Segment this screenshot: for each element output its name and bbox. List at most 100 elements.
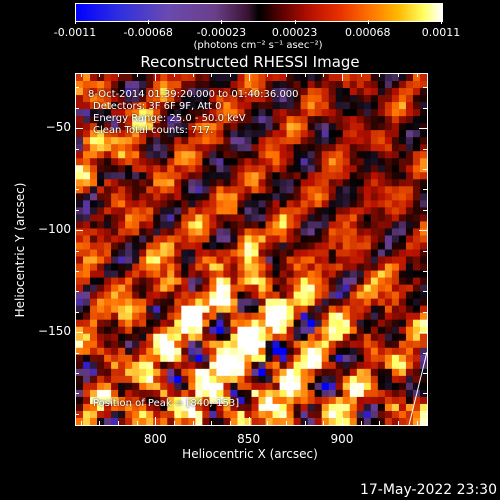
heatmap-cell <box>125 74 132 81</box>
heatmap-cell <box>202 250 209 257</box>
heatmap-cell <box>167 193 174 200</box>
heatmap-cell <box>399 341 406 348</box>
heatmap-cell <box>308 95 315 102</box>
heatmap-cell <box>350 193 357 200</box>
heatmap-cell <box>399 81 406 88</box>
heatmap-cell <box>259 418 266 425</box>
heatmap-cell <box>160 362 167 369</box>
heatmap-cell <box>308 411 315 418</box>
heatmap-cell <box>357 207 364 214</box>
heatmap-cell <box>252 81 259 88</box>
heatmap-cell <box>364 327 371 334</box>
heatmap-cell <box>364 376 371 383</box>
heatmap-cell <box>378 228 385 235</box>
heatmap-cell <box>174 158 181 165</box>
heatmap-cell <box>357 348 364 355</box>
heatmap-cell <box>125 193 132 200</box>
heatmap-cell <box>97 228 104 235</box>
heatmap-cell <box>160 334 167 341</box>
heatmap-cell <box>146 242 153 249</box>
heatmap-cell <box>322 179 329 186</box>
heatmap-cell <box>357 299 364 306</box>
heatmap-cell <box>336 355 343 362</box>
heatmap-cell <box>97 257 104 264</box>
heatmap-cell <box>273 116 280 123</box>
heatmap-cell <box>97 369 104 376</box>
heatmap-cell <box>230 313 237 320</box>
heatmap-cell <box>322 116 329 123</box>
heatmap-cell <box>223 334 230 341</box>
heatmap-cell <box>146 271 153 278</box>
heatmap-cell <box>385 292 392 299</box>
heatmap-cell <box>308 320 315 327</box>
heatmap-cell <box>104 278 111 285</box>
heatmap-cell <box>336 116 343 123</box>
heatmap-cell <box>301 123 308 130</box>
time-range-annotation: 8-Oct-2014 01:39:20.000 to 01:40:36.000 <box>88 89 299 100</box>
heatmap-cell <box>350 214 357 221</box>
heatmap-cell <box>399 264 406 271</box>
heatmap-cell <box>153 362 160 369</box>
heatmap-cell <box>83 418 90 425</box>
heatmap-cell <box>76 88 83 95</box>
heatmap-cell <box>153 228 160 235</box>
heatmap-cell <box>97 278 104 285</box>
heatmap-cell <box>230 151 237 158</box>
heatmap-cell <box>188 376 195 383</box>
heatmap-cell <box>406 214 413 221</box>
heatmap-cell <box>336 369 343 376</box>
heatmap-cell <box>76 200 83 207</box>
heatmap-cell <box>287 81 294 88</box>
heatmap-cell <box>371 221 378 228</box>
heatmap-cell <box>420 334 427 341</box>
heatmap-cell <box>322 271 329 278</box>
heatmap-cell <box>357 95 364 102</box>
heatmap-cell <box>90 235 97 242</box>
heatmap-cell <box>315 102 322 109</box>
heatmap-cell <box>209 341 216 348</box>
heatmap-cell <box>167 278 174 285</box>
heatmap-cell <box>76 264 83 271</box>
heatmap-cell <box>153 320 160 327</box>
heatmap-cell <box>336 264 343 271</box>
colorbar-tick-label: -0.0011 <box>54 26 96 39</box>
heatmap-cell <box>244 397 251 404</box>
heatmap-cell <box>273 299 280 306</box>
heatmap-cell <box>132 228 139 235</box>
heatmap-cell <box>111 193 118 200</box>
heatmap-cell <box>76 137 83 144</box>
heatmap-cell <box>420 172 427 179</box>
heatmap-cell <box>329 151 336 158</box>
heatmap-cell <box>413 130 420 137</box>
heatmap-cell <box>301 313 308 320</box>
heatmap-cell <box>202 306 209 313</box>
heatmap-cell <box>392 130 399 137</box>
heatmap-cell <box>301 137 308 144</box>
heatmap-cell <box>280 383 287 390</box>
heatmap-cell <box>167 186 174 193</box>
heatmap-cell <box>111 158 118 165</box>
heatmap-cell <box>97 383 104 390</box>
heatmap-cell <box>195 242 202 249</box>
heatmap-cell <box>336 299 343 306</box>
heatmap-cell <box>280 327 287 334</box>
heatmap-cell <box>385 404 392 411</box>
heatmap-cell <box>385 341 392 348</box>
heatmap-cell <box>350 235 357 242</box>
heatmap-cell <box>244 179 251 186</box>
heatmap-cell <box>301 320 308 327</box>
heatmap-cell <box>266 235 273 242</box>
heatmap-cell <box>336 278 343 285</box>
heatmap-cell <box>216 362 223 369</box>
heatmap-cell <box>294 313 301 320</box>
heatmap-cell <box>259 334 266 341</box>
heatmap-cell <box>146 369 153 376</box>
x-tick <box>286 73 287 77</box>
heatmap-cell <box>244 390 251 397</box>
heatmap-cell <box>287 165 294 172</box>
colorbar-tick <box>148 20 149 24</box>
heatmap-cell <box>223 242 230 249</box>
heatmap-cell <box>322 292 329 299</box>
y-tick <box>75 230 83 231</box>
heatmap-cell <box>357 137 364 144</box>
